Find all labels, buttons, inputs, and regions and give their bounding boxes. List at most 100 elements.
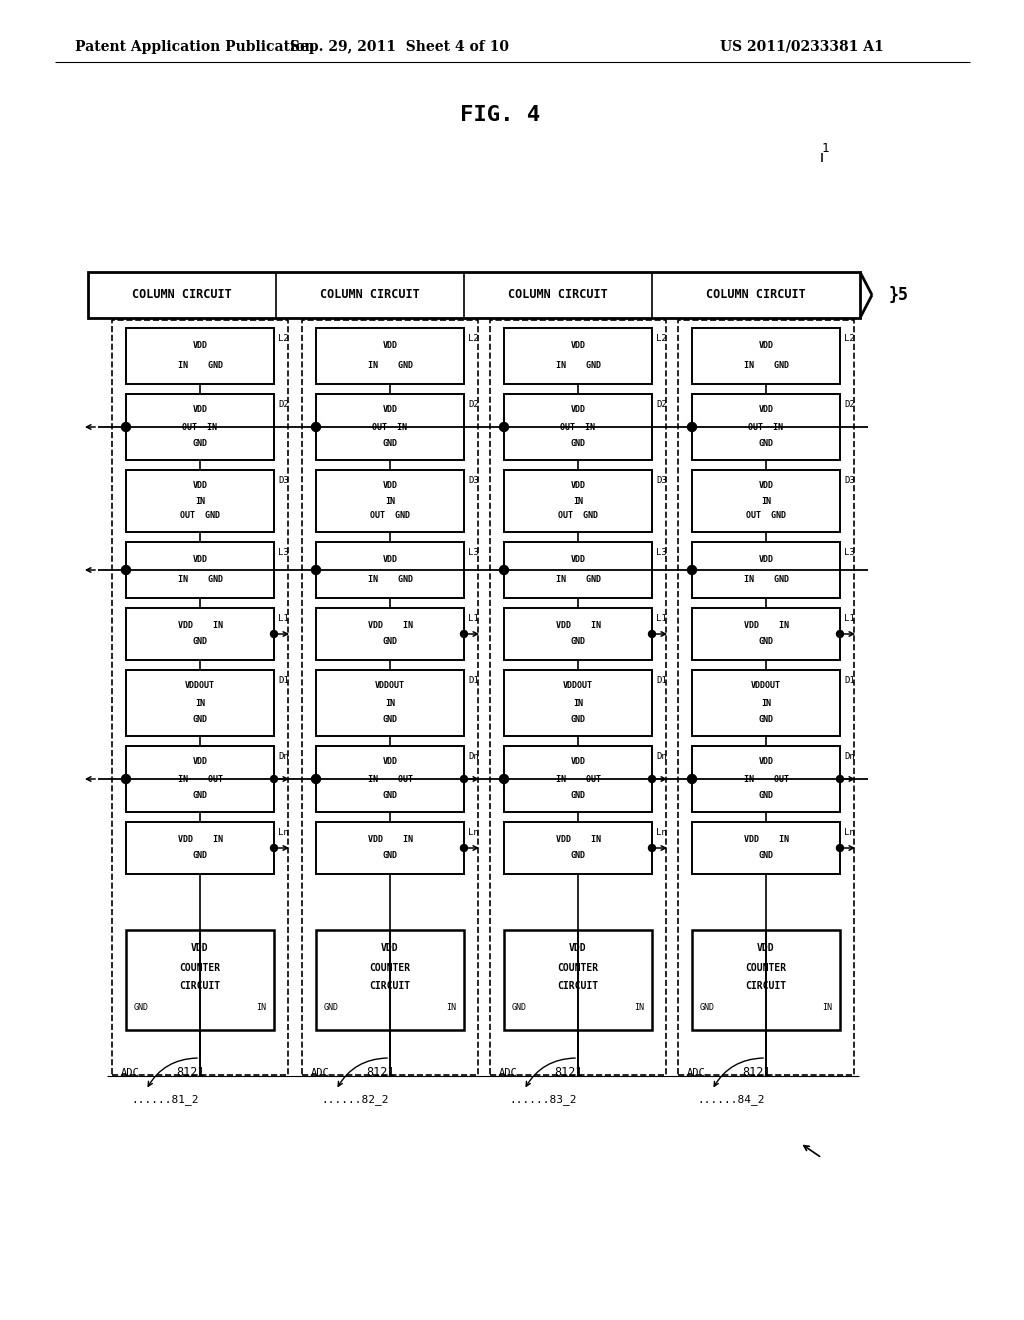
Text: COUNTER: COUNTER [557, 964, 599, 973]
Text: 8121: 8121 [742, 1067, 770, 1080]
Bar [126, 931, 274, 1030]
Text: Ln: Ln [656, 828, 667, 837]
Circle shape [837, 776, 844, 783]
Circle shape [311, 775, 321, 784]
Bar [692, 671, 840, 737]
Text: IN: IN [446, 1003, 456, 1012]
Text: CIRCUIT: CIRCUIT [557, 981, 599, 991]
Bar [692, 746, 840, 812]
Text: D1: D1 [278, 676, 289, 685]
Text: L2: L2 [468, 334, 479, 343]
Bar [316, 543, 464, 598]
Bar [678, 319, 854, 1074]
Bar [316, 671, 464, 737]
Text: COUNTER: COUNTER [179, 964, 220, 973]
Bar [504, 470, 652, 532]
Text: D1: D1 [468, 676, 479, 685]
Text: ......81_2: ......81_2 [131, 1094, 199, 1105]
Bar [126, 470, 274, 532]
Text: 8121: 8121 [366, 1067, 394, 1080]
Text: GND: GND [570, 791, 586, 800]
Text: IN    GND: IN GND [555, 574, 600, 583]
Text: D3: D3 [844, 477, 855, 484]
Text: IN: IN [256, 1003, 266, 1012]
Text: COLUMN CIRCUIT: COLUMN CIRCUIT [508, 289, 608, 301]
Text: VDD: VDD [383, 480, 397, 490]
Text: IN: IN [385, 698, 395, 708]
Text: GND: GND [383, 438, 397, 447]
Bar [504, 822, 652, 874]
Circle shape [311, 422, 321, 432]
Text: Ln: Ln [468, 828, 479, 837]
Text: VDD: VDD [759, 556, 773, 565]
Text: GND: GND [759, 791, 773, 800]
Circle shape [500, 775, 509, 784]
Text: VDD: VDD [193, 480, 208, 490]
Bar [692, 822, 840, 874]
Text: ADC: ADC [121, 1068, 139, 1078]
Bar [316, 931, 464, 1030]
Text: OUT  IN: OUT IN [373, 422, 408, 432]
Text: VDD: VDD [759, 758, 773, 767]
Circle shape [461, 776, 468, 783]
Text: GND: GND [383, 714, 397, 723]
Text: GND: GND [193, 791, 208, 800]
Text: D2: D2 [278, 400, 289, 409]
Bar [316, 393, 464, 459]
Text: D1: D1 [844, 676, 855, 685]
Bar [692, 393, 840, 459]
Text: L1: L1 [468, 614, 479, 623]
Text: GND: GND [759, 851, 773, 861]
Text: IN: IN [385, 496, 395, 506]
Bar [504, 746, 652, 812]
Text: VDD    IN: VDD IN [177, 834, 222, 843]
Text: 8121: 8121 [554, 1067, 583, 1080]
Text: VDD: VDD [381, 942, 398, 953]
Text: VDD: VDD [383, 758, 397, 767]
Text: VDDOUT: VDDOUT [563, 681, 593, 690]
Text: L3: L3 [468, 548, 479, 557]
Text: GND: GND [383, 851, 397, 861]
Text: D3: D3 [468, 477, 479, 484]
Text: VDD: VDD [570, 556, 586, 565]
Bar [126, 822, 274, 874]
Text: L1: L1 [278, 614, 289, 623]
Text: ......82_2: ......82_2 [321, 1094, 388, 1105]
Bar [126, 393, 274, 459]
Text: GND: GND [324, 1003, 339, 1012]
Text: D3: D3 [278, 477, 289, 484]
Text: GND: GND [759, 714, 773, 723]
Bar [490, 319, 666, 1074]
Text: COUNTER: COUNTER [745, 964, 786, 973]
Text: ......83_2: ......83_2 [509, 1094, 577, 1105]
Text: D2: D2 [468, 400, 479, 409]
Text: L3: L3 [278, 548, 289, 557]
Text: IN    OUT: IN OUT [368, 775, 413, 784]
Bar [316, 327, 464, 384]
Text: VDD: VDD [383, 556, 397, 565]
Text: VDD    IN: VDD IN [555, 834, 600, 843]
Bar [112, 319, 288, 1074]
Circle shape [122, 422, 130, 432]
Text: VDD: VDD [570, 342, 586, 351]
Circle shape [122, 565, 130, 574]
Text: Patent Application Publication: Patent Application Publication [75, 40, 314, 54]
Text: COLUMN CIRCUIT: COLUMN CIRCUIT [132, 289, 231, 301]
Circle shape [122, 775, 130, 784]
Text: IN    GND: IN GND [743, 360, 788, 370]
Text: D1: D1 [656, 676, 667, 685]
Text: OUT  GND: OUT GND [370, 511, 410, 520]
Text: VDD    IN: VDD IN [743, 620, 788, 630]
Circle shape [270, 845, 278, 851]
Text: GND: GND [193, 638, 208, 647]
Text: GND: GND [759, 438, 773, 447]
Text: Dn: Dn [278, 752, 289, 762]
Bar [126, 746, 274, 812]
Bar [316, 470, 464, 532]
Text: VDD: VDD [383, 405, 397, 414]
Text: VDD    IN: VDD IN [177, 620, 222, 630]
Text: IN: IN [195, 496, 205, 506]
Bar [126, 543, 274, 598]
Text: FIG. 4: FIG. 4 [460, 106, 540, 125]
Circle shape [461, 845, 468, 851]
